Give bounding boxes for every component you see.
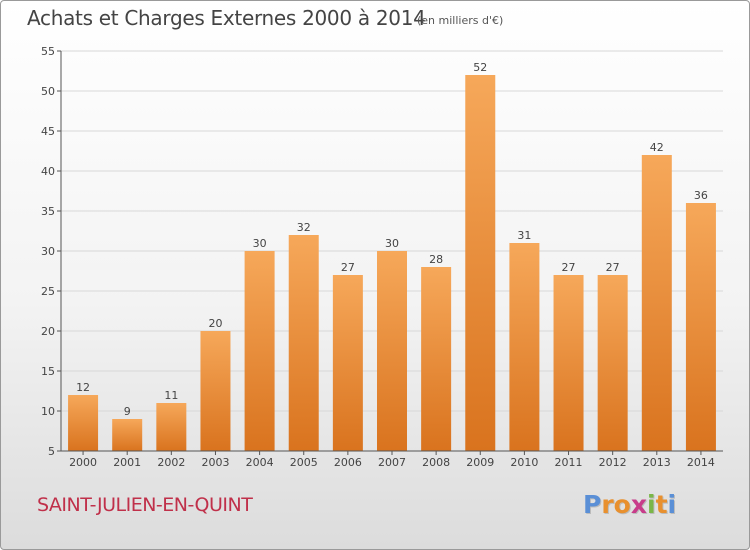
y-tick-label: 40 <box>41 165 55 178</box>
bar <box>377 251 407 451</box>
logo-letter: P <box>583 490 602 519</box>
x-tick-label: 2005 <box>290 456 318 469</box>
data-label: 9 <box>124 405 131 418</box>
x-tick-label: 2009 <box>466 456 494 469</box>
data-label: 27 <box>562 261 576 274</box>
data-label: 20 <box>208 317 222 330</box>
x-tick-label: 2001 <box>113 456 141 469</box>
bar <box>641 155 672 451</box>
y-tick-label: 30 <box>41 245 55 258</box>
data-label: 12 <box>76 381 90 394</box>
bar <box>68 395 99 451</box>
data-label: 42 <box>650 141 664 154</box>
logo-letter: r <box>601 490 614 519</box>
y-tick-label: 15 <box>41 365 55 378</box>
x-tick-label: 2013 <box>643 456 671 469</box>
bar <box>465 75 496 451</box>
bar <box>156 403 187 451</box>
x-tick-label: 2010 <box>510 456 538 469</box>
data-label: 52 <box>473 61 487 74</box>
x-tick-label: 2011 <box>555 456 583 469</box>
chart-unit: (en milliers d'€) <box>417 14 504 27</box>
chart-title: Achats et Charges Externes 2000 à 2014 <box>27 6 426 30</box>
logo-letter: x <box>630 490 647 519</box>
x-tick-label: 2014 <box>687 456 715 469</box>
data-label: 30 <box>253 237 267 250</box>
y-tick-label: 20 <box>41 325 55 338</box>
y-tick-label: 50 <box>41 85 55 98</box>
proxiti-logo[interactable]: Proxiti <box>583 490 676 519</box>
data-label: 30 <box>385 237 399 250</box>
bar <box>200 331 231 451</box>
logo-letter: i <box>647 490 656 519</box>
y-tick-label: 45 <box>41 125 55 138</box>
bar <box>685 203 716 451</box>
logo-letter: i <box>667 490 677 519</box>
data-label: 36 <box>694 189 708 202</box>
commune-name: SAINT-JULIEN-EN-QUINT <box>37 494 253 516</box>
x-tick-label: 2004 <box>246 456 274 469</box>
bar <box>509 243 540 451</box>
x-tick-label: 2008 <box>422 456 450 469</box>
bar <box>597 275 628 451</box>
bar <box>553 275 584 451</box>
y-tick-label: 55 <box>41 45 55 58</box>
bar <box>421 267 452 451</box>
data-label: 27 <box>341 261 355 274</box>
data-label: 27 <box>606 261 620 274</box>
x-tick-label: 2000 <box>69 456 97 469</box>
x-tick-label: 2002 <box>157 456 185 469</box>
bar <box>112 419 143 451</box>
bar <box>244 251 275 451</box>
y-tick-label: 25 <box>41 285 55 298</box>
x-tick-label: 2006 <box>334 456 362 469</box>
data-label: 11 <box>164 389 178 402</box>
x-tick-label: 2003 <box>201 456 229 469</box>
y-tick-label: 5 <box>48 445 55 458</box>
logo-letter: o <box>613 490 631 519</box>
data-label: 32 <box>297 221 311 234</box>
y-tick-label: 10 <box>41 405 55 418</box>
y-tick-label: 35 <box>41 205 55 218</box>
x-tick-label: 2012 <box>599 456 627 469</box>
data-label: 28 <box>429 253 443 266</box>
logo-letter: t <box>655 490 668 519</box>
bar <box>288 235 319 451</box>
data-label: 31 <box>517 229 531 242</box>
bar <box>332 275 363 451</box>
x-tick-label: 2007 <box>378 456 406 469</box>
